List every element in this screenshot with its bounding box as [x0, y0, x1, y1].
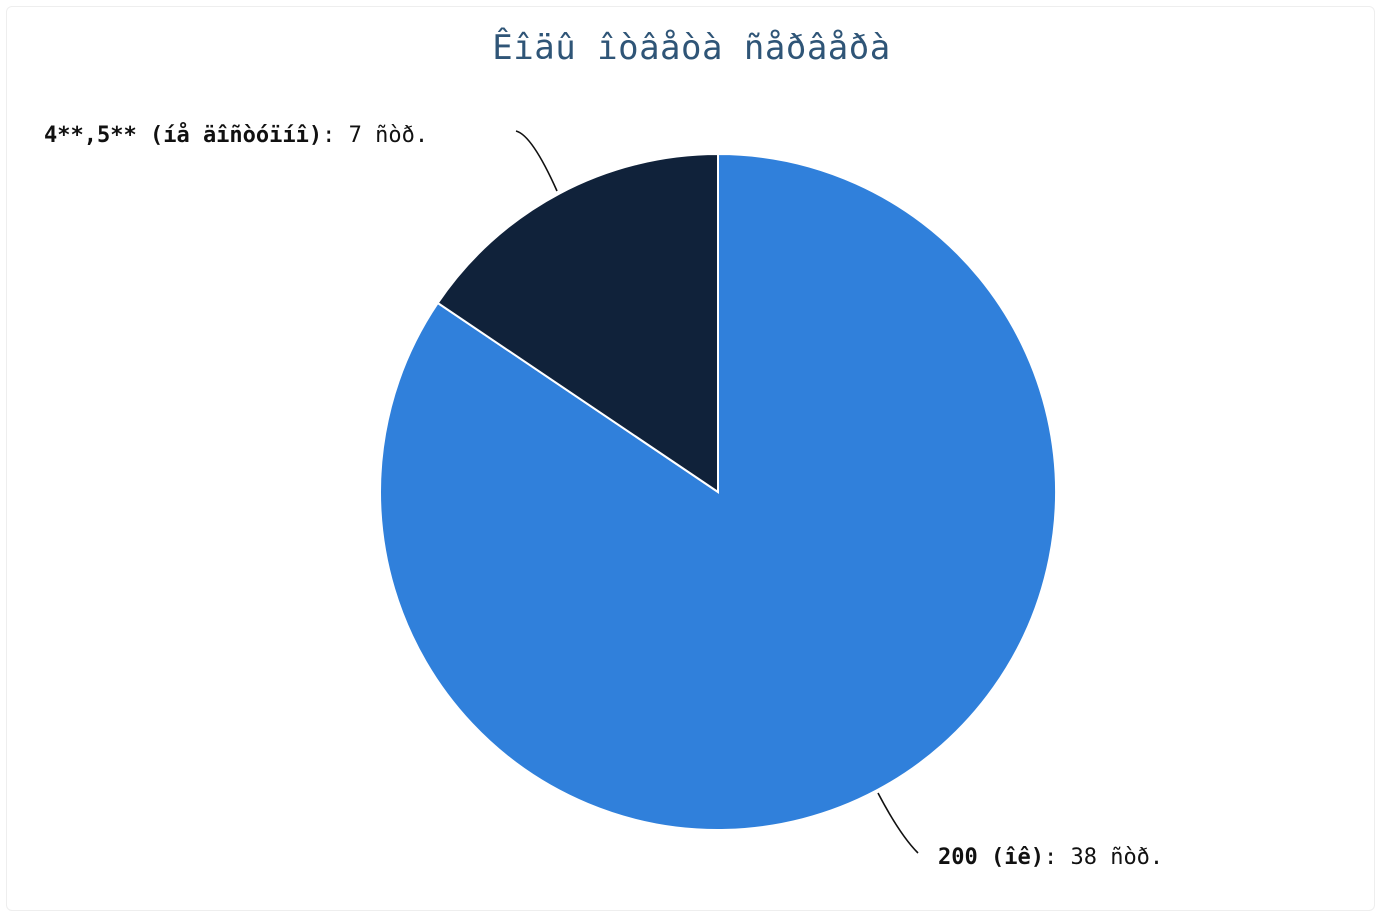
slice-label-1: 4**,5** (íå äîñòóïíî): 7 ñòð. [44, 122, 428, 148]
chart-title: Êîäû îòâåòà ñåðâåðà [492, 28, 891, 68]
slice-leader-line-1 [515, 130, 558, 192]
slice-leader-line-0 [877, 792, 919, 854]
slice-label-value-0: : 38 ñòð. [1044, 845, 1163, 870]
slice-label-name-0: 200 (îê) [938, 845, 1044, 870]
pie-slice-1 [436, 152, 719, 494]
slice-label-value-1: : 7 ñòð. [322, 123, 428, 148]
slice-label-0: 200 (îê): 38 ñòð. [938, 845, 1163, 870]
slice-label-name-1: 4**,5** (íå äîñòóïíî) [44, 122, 322, 148]
